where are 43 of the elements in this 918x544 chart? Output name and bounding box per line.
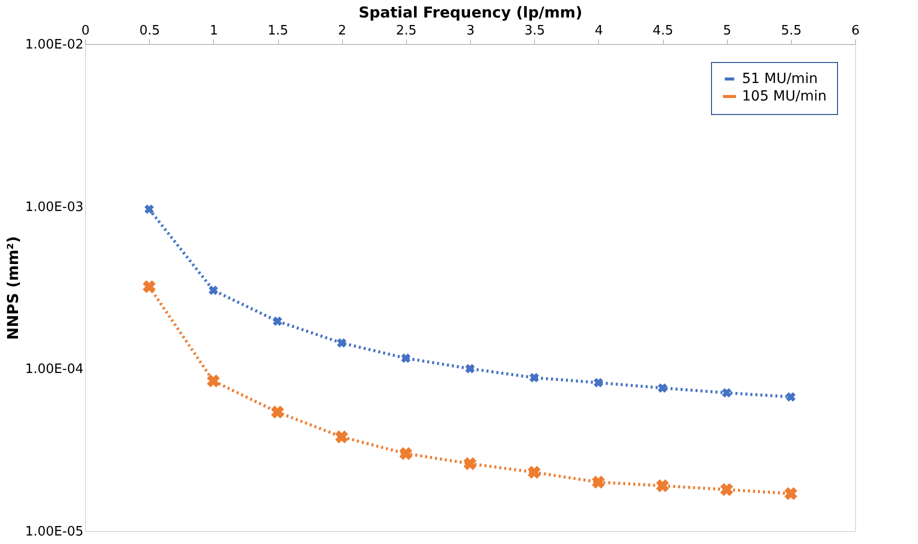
y-tick-label: 1.00E-03	[25, 200, 84, 215]
point	[529, 372, 539, 382]
point	[594, 378, 604, 388]
point	[720, 483, 734, 496]
x-tick-label: 3.5	[524, 24, 546, 38]
x-tick-label: 5	[723, 24, 732, 38]
x-axis-title: Spatial Frequency (lp/mm)	[358, 4, 582, 22]
point	[206, 374, 220, 388]
point	[336, 338, 346, 348]
y-tick-label: 1.00E-04	[25, 362, 84, 378]
point	[528, 466, 541, 479]
point	[722, 388, 732, 398]
x-tick-label: 0	[81, 24, 90, 38]
x-tick-label: 6	[851, 24, 860, 38]
point	[786, 392, 796, 402]
point	[658, 383, 668, 393]
x-tick-label: 1	[210, 24, 218, 38]
point	[464, 457, 476, 470]
point	[465, 364, 475, 374]
x-tick-label: 3	[466, 24, 475, 38]
x-tick-label: 1.5	[268, 24, 288, 38]
point	[401, 354, 411, 363]
x-tick-label: 0.5	[139, 24, 160, 38]
point	[272, 316, 282, 326]
y-tick-label: 1.00E-05	[25, 524, 84, 540]
x-tick-label: 2.5	[396, 24, 417, 38]
point	[271, 406, 284, 419]
x-tick-label: 4.5	[652, 24, 674, 38]
point	[592, 476, 605, 489]
legend-label: 105 MU/min	[742, 88, 827, 104]
point	[335, 430, 348, 444]
y-tick-label: 1.00E-02	[25, 38, 84, 52]
x-tick-label: 4	[594, 24, 603, 38]
y-axis-title: NNPS (mm²)	[4, 236, 22, 340]
x-tick-label: 5.5	[780, 24, 802, 38]
point	[656, 479, 669, 492]
legend-label: 51 MU/min	[742, 71, 818, 87]
point	[144, 204, 154, 214]
point	[399, 447, 412, 460]
point	[784, 487, 798, 500]
point	[208, 286, 218, 295]
x-tick-label: 2	[338, 24, 346, 38]
point	[142, 280, 156, 294]
